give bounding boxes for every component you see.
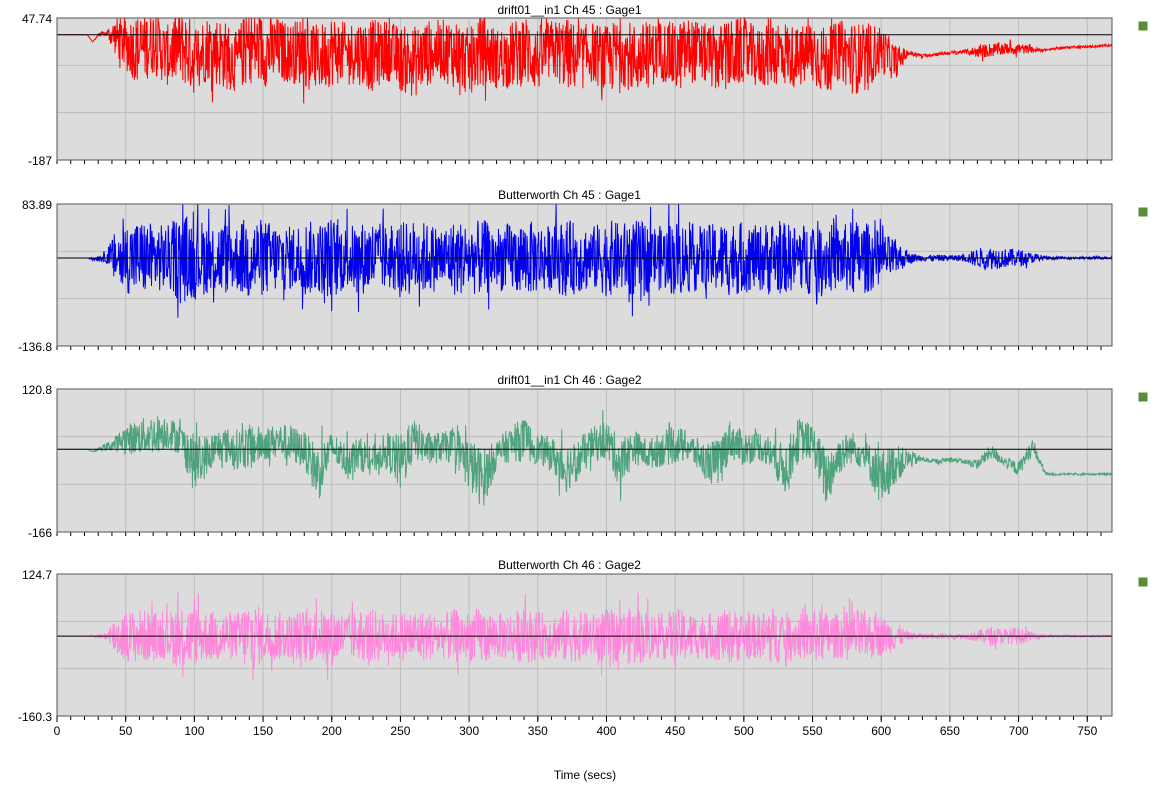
y-max-label: 47.74 [22,12,52,26]
y-min-label: -160.3 [18,710,52,724]
panel-2: Butterworth Ch 45 : Gage1 83.89 -136.8 [18,188,1149,354]
panel-3: drift01__in1 Ch 46 : Gage2 120.8 -166 [22,373,1149,540]
x-tick-label: 300 [459,724,479,738]
legend-marker[interactable] [1137,391,1149,403]
x-tick-label: 550 [803,724,823,738]
y-min-label: -136.8 [18,340,52,354]
x-tick-label: 200 [322,724,342,738]
x-tick-label: 250 [390,724,410,738]
plot-frame [56,573,1113,717]
panel-title: drift01__in1 Ch 45 : Gage1 [497,3,641,17]
signal-trace [57,591,1113,680]
x-tick-label: 50 [119,724,133,738]
panel-title: Butterworth Ch 46 : Gage2 [498,558,641,572]
signal-trace [57,409,1113,506]
x-tick-label: 600 [871,724,891,738]
y-max-label: 124.7 [22,568,52,582]
x-tick-label: 450 [665,724,685,738]
legend-marker[interactable] [1137,20,1149,32]
x-tick-label: 100 [184,724,204,738]
plot-frame [56,388,1113,533]
panel-title: Butterworth Ch 45 : Gage1 [498,188,641,202]
y-max-label: 83.89 [22,198,52,212]
x-tick-label: 150 [253,724,273,738]
y-min-label: -187 [28,154,52,168]
y-max-label: 120.8 [22,383,52,397]
x-tick-label: 350 [528,724,548,738]
x-tick-label: 500 [734,724,754,738]
signal-trace [57,16,1113,104]
panel-title: drift01__in1 Ch 46 : Gage2 [497,373,641,387]
x-axis-label: Time (secs) [554,768,616,782]
panel-4: Butterworth Ch 46 : Gage2 124.7 -160.3 [18,558,1149,724]
x-tick-label: 650 [940,724,960,738]
plot-frame [56,203,1113,347]
legend-marker[interactable] [1137,206,1149,218]
x-tick-label: 0 [54,724,61,738]
x-tick-label: 700 [1009,724,1029,738]
panel-1: drift01__in1 Ch 45 : Gage1 47.74 -187 [22,3,1149,168]
x-tick-label: 400 [596,724,616,738]
plot-frame [56,17,1113,161]
y-min-label: -166 [28,526,52,540]
legend-marker[interactable] [1137,576,1149,588]
x-tick-label: 750 [1077,724,1097,738]
